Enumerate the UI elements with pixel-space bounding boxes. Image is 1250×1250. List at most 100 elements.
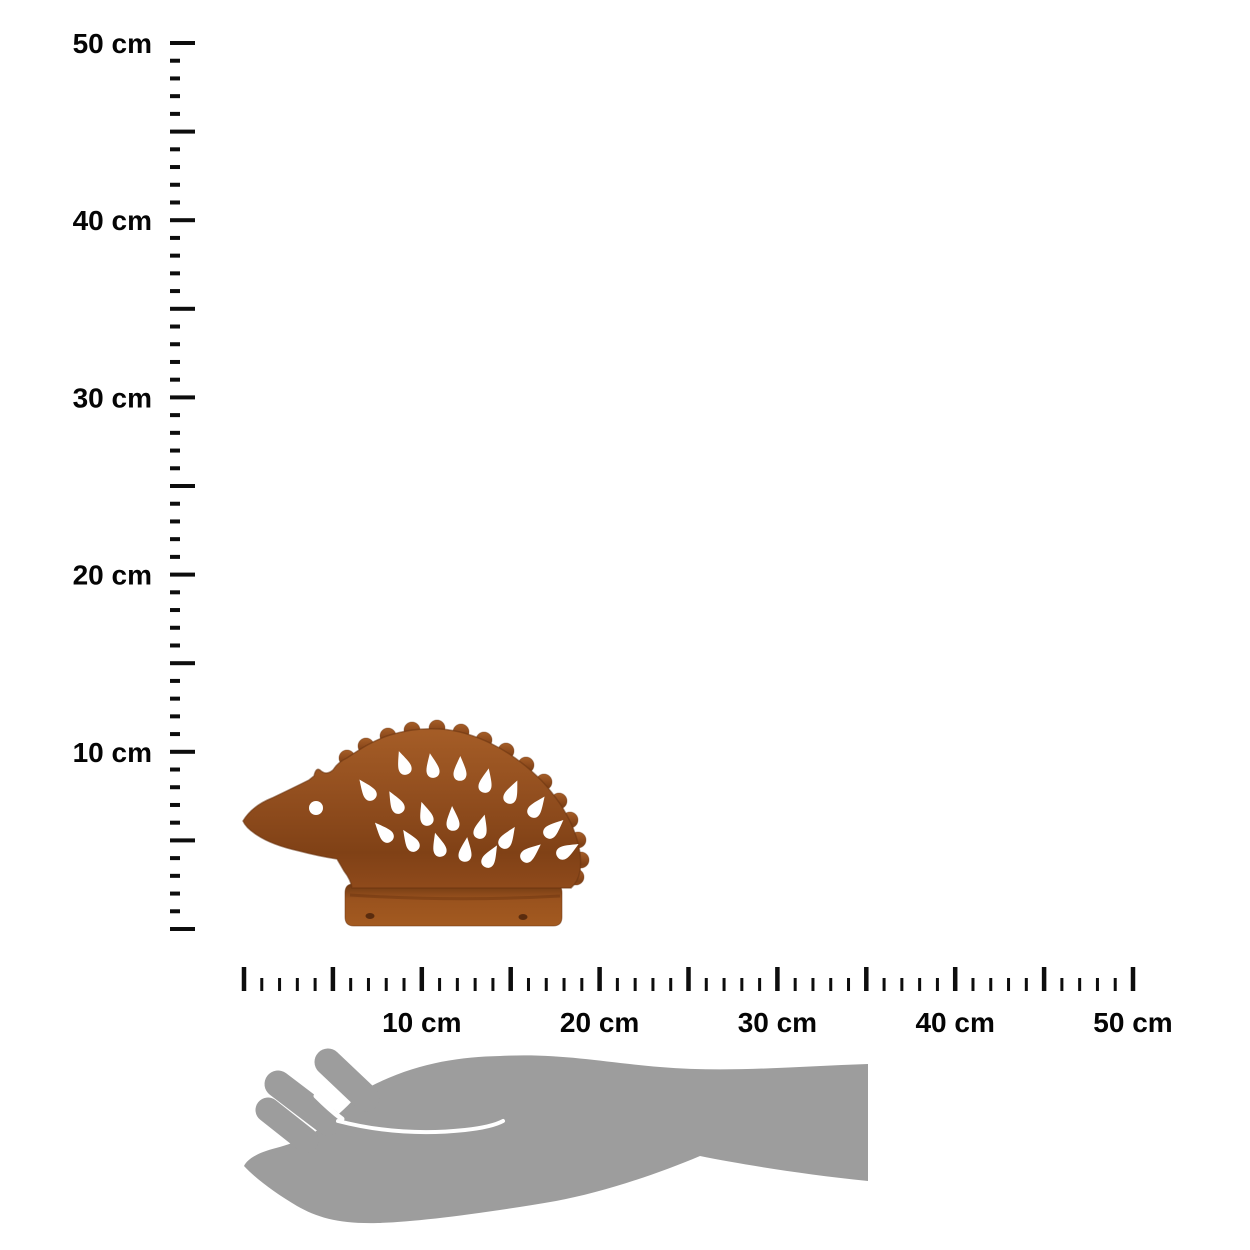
ruler-minor-tick	[170, 625, 180, 630]
hedgehog-spine-cutout	[527, 796, 545, 818]
hedgehog-figure-image	[242, 719, 590, 927]
ruler-minor-tick	[170, 873, 180, 878]
ruler-minor-tick	[170, 147, 180, 152]
ruler-minor-tick	[170, 289, 180, 294]
ruler-minor-tick	[615, 978, 619, 991]
ruler-minor-tick	[170, 856, 180, 861]
ruler-minor-tick	[170, 235, 180, 240]
ruler-minor-tick	[170, 111, 180, 116]
ruler-minor-tick	[473, 978, 477, 991]
ruler-minor-tick	[170, 94, 180, 99]
ruler-minor-tick	[170, 466, 180, 471]
ruler-minor-tick	[170, 58, 180, 63]
base-screw-hole	[518, 914, 528, 920]
ruler-minor-tick	[170, 802, 180, 807]
horizontal-ruler: 10 cm 20 cm 30 cm 40 cm 50 cm	[241, 967, 1173, 1038]
ruler-minor-tick	[170, 448, 180, 453]
ruler-label: 20 cm	[73, 560, 152, 591]
ruler-minor-tick	[758, 978, 762, 991]
ruler-major-tick	[419, 967, 425, 991]
ruler-minor-tick	[847, 978, 851, 991]
hedgehog-spine-cutout	[426, 753, 440, 778]
ruler-label: 30 cm	[738, 1007, 817, 1038]
ruler-minor-tick	[170, 590, 180, 595]
ruler-label: 20 cm	[560, 1007, 639, 1038]
ruler-label: 50 cm	[1093, 1007, 1172, 1038]
ruler-minor-tick	[722, 978, 726, 991]
ruler-minor-tick	[935, 978, 939, 991]
hedgehog-base-plate	[344, 883, 563, 927]
ruler-minor-tick	[491, 978, 495, 991]
ruler-label: 10 cm	[382, 1007, 461, 1038]
ruler-minor-tick	[170, 76, 180, 81]
base-screw-hole	[365, 913, 375, 919]
vertical-ruler: 50 cm 40 cm 30 cm 20 cm 10 cm	[73, 28, 195, 931]
hand-finger-top	[314, 1048, 380, 1112]
ruler-minor-tick	[313, 978, 317, 991]
ruler-minor-tick	[170, 608, 180, 613]
ruler-minor-tick	[580, 978, 584, 991]
hedgehog-spine-cutout	[481, 845, 497, 868]
ruler-minor-tick	[170, 253, 180, 258]
ruler-minor-tick	[1113, 978, 1117, 991]
ruler-minor-tick	[829, 978, 833, 991]
ruler-minor-tick	[384, 978, 388, 991]
hedgehog-spine-cutout	[473, 814, 487, 839]
ruler-minor-tick	[669, 978, 673, 991]
ruler-minor-tick	[651, 978, 655, 991]
ruler-minor-tick	[170, 200, 180, 205]
ruler-major-tick	[330, 967, 336, 991]
ruler-minor-tick	[170, 271, 180, 276]
ruler-minor-tick	[170, 732, 180, 737]
ruler-minor-tick	[170, 696, 180, 701]
ruler-minor-tick	[811, 978, 815, 991]
hand-palm-crease-line	[336, 1119, 505, 1135]
ruler-label: 10 cm	[73, 737, 152, 768]
ruler-minor-tick	[260, 978, 264, 991]
ruler-minor-tick	[455, 978, 459, 991]
ruler-minor-tick	[633, 978, 637, 991]
ruler-minor-tick	[170, 643, 180, 648]
hand-finger-lower	[255, 1097, 319, 1153]
ruler-minor-tick	[170, 820, 180, 825]
ruler-major-tick	[170, 927, 195, 931]
ruler-major-tick	[170, 749, 195, 754]
ruler-minor-tick	[1007, 978, 1011, 991]
ruler-minor-tick	[170, 182, 180, 187]
ruler-minor-tick	[918, 978, 922, 991]
hand-finger-gap-line	[313, 1093, 345, 1122]
hedgehog-spine-cutout	[374, 822, 394, 843]
ruler-major-tick	[170, 395, 195, 400]
ruler-major-tick	[170, 661, 195, 666]
ruler-minor-tick	[170, 359, 180, 364]
ruler-minor-tick	[170, 554, 180, 559]
ruler-major-tick	[170, 306, 195, 311]
ruler-major-tick	[686, 967, 691, 991]
ruler-minor-tick	[562, 978, 566, 991]
ruler-minor-tick	[704, 978, 708, 991]
ruler-major-tick	[241, 967, 247, 991]
ruler-minor-tick	[170, 785, 180, 790]
hedgehog-spine-cutout	[389, 791, 405, 814]
ruler-minor-tick	[526, 978, 530, 991]
hedgehog-base-seam	[349, 893, 561, 901]
ruler-minor-tick	[793, 978, 797, 991]
ruler-minor-tick	[170, 519, 180, 524]
ruler-minor-tick	[295, 978, 299, 991]
hand-palm-and-arm	[244, 1055, 868, 1224]
ruler-minor-tick	[1095, 978, 1099, 991]
ruler-minor-tick	[402, 978, 406, 991]
ruler-minor-tick	[438, 978, 442, 991]
hedgehog-spine-cutout	[403, 829, 420, 852]
ruler-major-tick	[170, 129, 195, 134]
hand-scale-silhouette-image	[244, 1048, 868, 1224]
hand-finger-middle	[264, 1070, 342, 1136]
ruler-minor-tick	[170, 324, 180, 329]
ruler-minor-tick	[170, 342, 180, 347]
ruler-minor-tick	[900, 978, 904, 991]
ruler-major-tick	[508, 967, 513, 991]
ruler-minor-tick	[170, 909, 180, 914]
ruler-minor-tick	[170, 767, 180, 772]
